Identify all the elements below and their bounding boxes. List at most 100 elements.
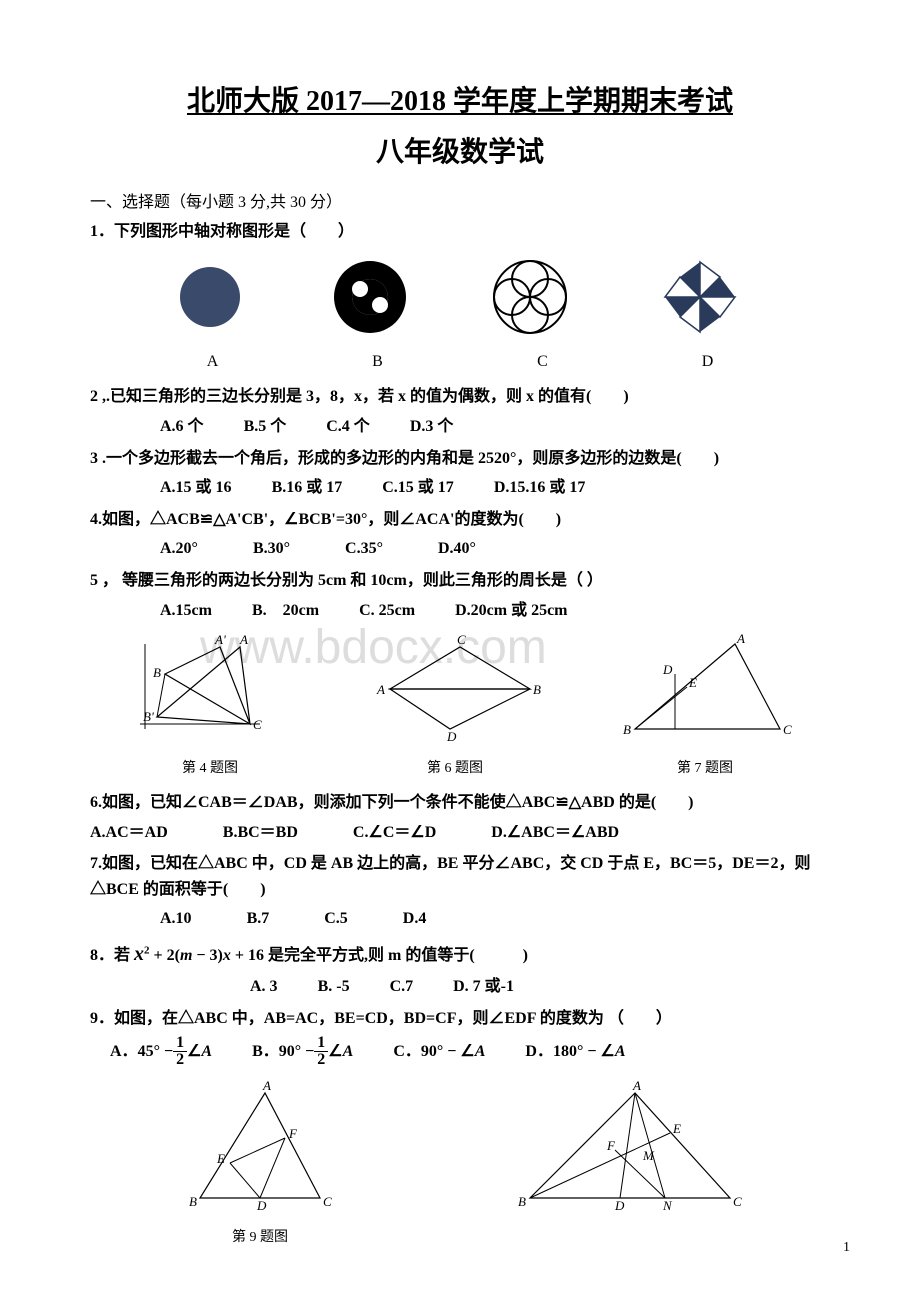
q7-options: A.10 B.7 C.5 D.4: [90, 906, 830, 932]
page-number: 1: [843, 1237, 850, 1259]
q9-opt-b: B． 90° − 12 ∠A: [252, 1035, 353, 1068]
q9-text: 9．如图，在△ABC 中，AB=AC，BE=CD，BD=CF，则∠EDF 的度数…: [90, 1006, 830, 1032]
svg-text:C: C: [323, 1194, 332, 1209]
title-main: 北师大版 2017—2018 学年度上学期期末考试: [90, 80, 830, 125]
svg-text:F: F: [288, 1126, 298, 1141]
q1-shape-b: [330, 257, 410, 337]
q2-opt-c: C.4 个: [326, 414, 370, 440]
q2-opt-b: B.5 个: [244, 414, 287, 440]
title-sub: 八年级数学试: [90, 131, 830, 176]
fig10-svg: A B C D N E F M: [515, 1078, 745, 1218]
svg-text:E: E: [672, 1121, 681, 1136]
q1-label-d: D: [668, 349, 748, 375]
svg-text:B: B: [518, 1194, 526, 1209]
q8-opt-b: B. -5: [318, 974, 350, 1000]
svg-text:D: D: [614, 1198, 625, 1213]
q1-shapes: [90, 249, 830, 345]
bottom-figures: A B C D E F 第 9 题图 A B C D N E F M: [90, 1078, 830, 1249]
svg-text:B': B': [143, 709, 154, 724]
q1-text: 1．下列图形中轴对称图形是（ ）: [90, 219, 830, 245]
q1-label-a: A: [173, 349, 253, 375]
q6-opt-d: D.∠ABC＝∠ABD: [491, 820, 619, 846]
q8-options: A. 3 B. -5 C.7 D. 7 或-1: [90, 974, 830, 1000]
q7-opt-d: D.4: [403, 906, 427, 932]
q8-opt-c: C.7: [390, 974, 414, 1000]
q7-opt-c: C.5: [324, 906, 348, 932]
svg-text:M: M: [642, 1148, 655, 1163]
section-header: 一、选择题（每小题 3 分,共 30 分）: [90, 190, 830, 216]
fig9-caption: 第 9 题图: [175, 1227, 345, 1249]
fig7-caption: 第 7 题图: [615, 758, 795, 780]
q7-text: 7.如图，已知在△ABC 中，CD 是 AB 边上的高，BE 平分∠ABC，交 …: [90, 851, 830, 902]
q9-options: A． 45° − 12 ∠A B． 90° − 12 ∠A C． 90° − ∠…: [90, 1035, 830, 1068]
q5-options: A.15cm B. 20cm C. 25cm D.20cm 或 25cm: [90, 598, 830, 624]
fig9-wrap: A B C D E F 第 9 题图: [175, 1078, 345, 1249]
svg-text:A': A': [214, 632, 226, 647]
q1-label-b: B: [338, 349, 418, 375]
svg-text:C: C: [733, 1194, 742, 1209]
fig4-wrap: A' A B B' C 第 4 题图: [125, 629, 295, 780]
svg-text:A: A: [632, 1078, 641, 1093]
q1-labels: A B C D: [90, 349, 830, 375]
svg-text:C: C: [457, 632, 466, 647]
fig6-svg: A B C D: [365, 629, 545, 749]
svg-text:E: E: [688, 675, 697, 690]
q5-opt-a: A.15cm: [160, 598, 212, 624]
q1-label-c: C: [503, 349, 583, 375]
fig6-wrap: A B C D 第 6 题图: [365, 629, 545, 780]
q9-opt-a: A． 45° − 12 ∠A: [110, 1035, 212, 1068]
q6-opt-c: C.∠C＝∠D: [353, 820, 436, 846]
q4-options: A.20° B.30° C.35° D.40°: [90, 536, 830, 562]
q8-opt-a: A. 3: [250, 974, 278, 1000]
svg-text:A: A: [736, 631, 745, 646]
q2-opt-d: D.3 个: [410, 414, 454, 440]
svg-text:A: A: [239, 632, 248, 647]
q4-opt-b: B.30°: [253, 536, 290, 562]
q3-options: A.15 或 16 B.16 或 17 C.15 或 17 D.15.16 或 …: [90, 475, 830, 501]
q4-opt-d: D.40°: [438, 536, 476, 562]
fig6-caption: 第 6 题图: [365, 758, 545, 780]
q8-prefix: 8．若: [90, 947, 134, 964]
svg-text:B: B: [623, 722, 631, 737]
svg-text:A: A: [376, 682, 385, 697]
svg-text:E: E: [216, 1151, 225, 1166]
q8-expr: x: [134, 943, 144, 965]
q6-options: A.AC＝AD B.BC＝BD C.∠C＝∠D D.∠ABC＝∠ABD: [90, 820, 830, 846]
svg-text:F: F: [606, 1138, 616, 1153]
q3-opt-b: B.16 或 17: [272, 475, 343, 501]
q8-suffix: 是完全平方式,则 m 的值等于( ): [268, 947, 528, 964]
svg-text:B: B: [533, 682, 541, 697]
q7-opt-b: B.7: [247, 906, 270, 932]
q2-text: 2 ,.已知三角形的三边长分别是 3，8，x，若 x 的值为偶数，则 x 的值有…: [90, 384, 830, 410]
q8-opt-d: D. 7 或-1: [453, 974, 514, 1000]
q4-text: 4.如图，△ACB≌△A'CB'，∠BCB'=30°，则∠ACA'的度数为( ): [90, 507, 830, 533]
q3-text: 3 .一个多边形截去一个角后，形成的多边形的内角和是 2520°，则原多边形的边…: [90, 446, 830, 472]
q5-text: 5 ， 等腰三角形的两边长分别为 5cm 和 10cm，则此三角形的周长是（ ）: [90, 568, 830, 594]
document-content: 北师大版 2017—2018 学年度上学期期末考试 八年级数学试 一、选择题（每…: [90, 80, 830, 1249]
q1-shape-c: [490, 257, 570, 337]
q8-text: 8．若 x2 + 2(m − 3)x + 16 是完全平方式,则 m 的值等于(…: [90, 938, 830, 970]
q9-opt-c: C． 90° − ∠A: [393, 1039, 485, 1065]
q3-opt-a: A.15 或 16: [160, 475, 232, 501]
fig4-caption: 第 4 题图: [125, 758, 295, 780]
svg-text:C: C: [253, 717, 262, 732]
q6-text: 6.如图，已知∠CAB＝∠DAB，则添加下列一个条件不能使△ABC≌△ABD 的…: [90, 790, 830, 816]
fig9-svg: A B C D E F: [175, 1078, 345, 1218]
fig10-wrap: A B C D N E F M: [515, 1078, 745, 1249]
svg-text:D: D: [256, 1198, 267, 1213]
svg-text:N: N: [662, 1198, 673, 1213]
q7-opt-a: A.10: [160, 906, 192, 932]
q1-shape-a: [170, 257, 250, 337]
q3-opt-d: D.15.16 或 17: [494, 475, 586, 501]
svg-text:D: D: [662, 662, 673, 677]
figures-row-1: A' A B B' C 第 4 题图 A B C D 第 6 题图 A B C …: [90, 629, 830, 780]
svg-text:B: B: [153, 665, 161, 680]
q2-opt-a: A.6 个: [160, 414, 204, 440]
svg-text:A: A: [262, 1078, 271, 1093]
q4-opt-a: A.20°: [160, 536, 198, 562]
q5-opt-c: C. 25cm: [359, 598, 415, 624]
q5-opt-b: B. 20cm: [252, 598, 319, 624]
q1-shape-d: [650, 257, 750, 337]
svg-text:C: C: [783, 722, 792, 737]
q6-opt-a: A.AC＝AD: [90, 820, 168, 846]
